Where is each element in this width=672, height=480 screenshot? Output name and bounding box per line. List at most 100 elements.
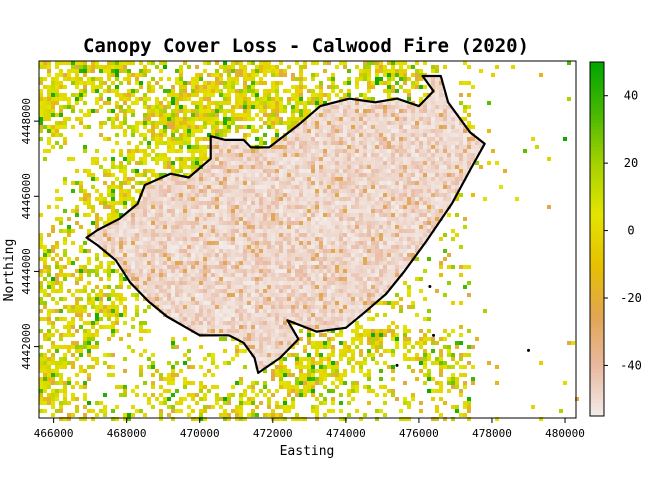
raster-cell (415, 145, 419, 149)
raster-cell (387, 129, 391, 133)
raster-cell (59, 105, 63, 109)
raster-cell (51, 277, 55, 281)
raster-cell (251, 129, 255, 133)
raster-cell (91, 305, 95, 309)
raster-cell (311, 133, 315, 137)
raster-cell (183, 157, 187, 161)
raster-cell (287, 229, 291, 233)
raster-cell (411, 229, 415, 233)
raster-cell (307, 129, 311, 133)
raster-cell (151, 245, 155, 249)
raster-cell (171, 293, 175, 297)
raster-cell (79, 197, 83, 201)
raster-cell (299, 217, 303, 221)
raster-cell (87, 261, 91, 265)
raster-cell (159, 261, 163, 265)
raster-cell (227, 269, 231, 273)
raster-cell (431, 197, 435, 201)
raster-cell (451, 181, 455, 185)
raster-cell (387, 81, 391, 85)
raster-cell (179, 197, 183, 201)
raster-cell (267, 265, 271, 269)
raster-cell (271, 253, 275, 257)
raster-cell (259, 137, 263, 141)
raster-cell (175, 205, 179, 209)
raster-cell (215, 141, 219, 145)
raster-cell (103, 253, 107, 257)
raster-cell (287, 193, 291, 197)
raster-cell (275, 185, 279, 189)
raster-cell (251, 117, 255, 121)
raster-cell (215, 73, 219, 77)
raster-cell (311, 61, 315, 65)
raster-cell (347, 185, 351, 189)
raster-cell (135, 73, 139, 77)
raster-cell (391, 61, 395, 65)
raster-cell (339, 229, 343, 233)
raster-cell (243, 213, 247, 217)
raster-cell (443, 233, 447, 237)
raster-cell (259, 269, 263, 273)
raster-cell (147, 129, 151, 133)
raster-cell (255, 197, 259, 201)
raster-cell (71, 109, 75, 113)
raster-cell (283, 193, 287, 197)
raster-cell (175, 193, 179, 197)
raster-cell (311, 117, 315, 121)
raster-cell (239, 229, 243, 233)
raster-cell (215, 281, 219, 285)
raster-cell (331, 217, 335, 221)
raster-cell (391, 249, 395, 253)
raster-cell (339, 149, 343, 153)
raster-cell (439, 109, 443, 113)
raster-cell (55, 61, 59, 65)
raster-cell (259, 141, 263, 145)
raster-cell (451, 109, 455, 113)
raster-cell (119, 65, 123, 69)
raster-cell (259, 109, 263, 113)
raster-cell (259, 253, 263, 257)
raster-cell (391, 169, 395, 173)
raster-cell (311, 301, 315, 305)
raster-cell (327, 193, 331, 197)
raster-cell (351, 241, 355, 245)
raster-cell (179, 269, 183, 273)
raster-cell (155, 125, 159, 129)
raster-cell (239, 125, 243, 129)
raster-cell (51, 81, 55, 85)
raster-cell (303, 165, 307, 169)
raster-cell (367, 89, 371, 93)
raster-cell (287, 217, 291, 221)
raster-cell (187, 125, 191, 129)
raster-cell (67, 233, 71, 237)
raster-cell (399, 217, 403, 221)
raster-cell (399, 185, 403, 189)
raster-cell (223, 189, 227, 193)
raster-cell (215, 77, 219, 81)
raster-cell (195, 241, 199, 245)
raster-cell (243, 93, 247, 97)
raster-cell (203, 269, 207, 273)
raster-cell (415, 277, 419, 281)
raster-cell (123, 201, 127, 205)
raster-cell (335, 261, 339, 265)
raster-cell (63, 93, 67, 97)
raster-cell (415, 121, 419, 125)
raster-cell (211, 121, 215, 125)
raster-cell (211, 129, 215, 133)
raster-cell (339, 245, 343, 249)
raster-cell (355, 249, 359, 253)
raster-cell (263, 61, 267, 65)
raster-cell (339, 297, 343, 301)
raster-cell (171, 281, 175, 285)
raster-cell (359, 281, 363, 285)
raster-cell (239, 185, 243, 189)
raster-cell (367, 201, 371, 205)
raster-cell (315, 141, 319, 145)
raster-cell (279, 61, 283, 65)
raster-cell (383, 145, 387, 149)
raster-cell (375, 189, 379, 193)
raster-cell (251, 89, 255, 93)
raster-cell (343, 113, 347, 117)
raster-cell (187, 177, 191, 181)
